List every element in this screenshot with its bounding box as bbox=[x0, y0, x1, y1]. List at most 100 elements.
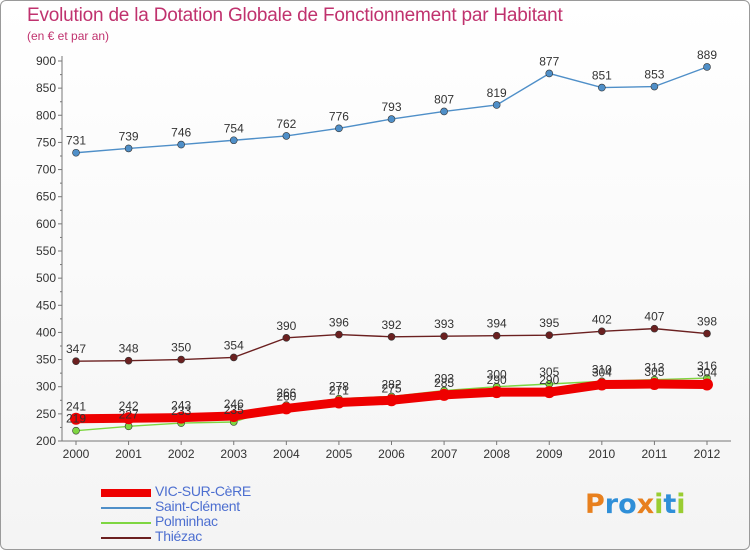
legend-swatch bbox=[101, 522, 151, 524]
data-label: 266 bbox=[276, 386, 296, 400]
data-point bbox=[598, 327, 606, 336]
data-point bbox=[280, 402, 293, 415]
y-tick-label: 500 bbox=[36, 271, 56, 285]
legend-label: Polminhac bbox=[155, 513, 218, 529]
y-tick-label: 600 bbox=[36, 217, 56, 231]
data-point bbox=[545, 69, 554, 78]
data-point bbox=[701, 378, 713, 391]
legend-swatch bbox=[101, 537, 151, 539]
data-point bbox=[70, 412, 82, 425]
data-label: 393 bbox=[434, 317, 454, 331]
data-label: 350 bbox=[171, 341, 191, 355]
data-label: 290 bbox=[487, 373, 507, 387]
data-label: 241 bbox=[66, 400, 86, 414]
data-point bbox=[229, 136, 238, 145]
x-tick-label: 2011 bbox=[642, 447, 668, 461]
y-tick-label: 450 bbox=[36, 298, 56, 312]
legend-swatch bbox=[101, 489, 151, 497]
data-label: 305 bbox=[644, 365, 664, 379]
data-label: 233 bbox=[171, 404, 191, 418]
data-label: 219 bbox=[66, 412, 86, 426]
data-point bbox=[177, 355, 185, 364]
data-point bbox=[490, 386, 503, 399]
data-point bbox=[650, 324, 659, 333]
data-point bbox=[492, 331, 501, 340]
data-point bbox=[227, 410, 240, 423]
data-point bbox=[648, 378, 661, 390]
logo-letter: x bbox=[636, 489, 655, 520]
data-label: 395 bbox=[539, 316, 559, 330]
data-point bbox=[124, 356, 133, 365]
data-point bbox=[387, 332, 396, 341]
data-label: 402 bbox=[592, 312, 612, 326]
data-label: 227 bbox=[119, 407, 139, 421]
y-tick-label: 750 bbox=[36, 135, 56, 149]
data-point bbox=[595, 378, 608, 391]
data-point bbox=[335, 330, 343, 339]
logo-letter: P bbox=[585, 489, 605, 520]
x-tick-label: 2008 bbox=[483, 447, 510, 461]
chart-subtitle: (en € et par an) bbox=[27, 29, 110, 43]
data-label: 305 bbox=[539, 365, 559, 379]
data-label: 243 bbox=[171, 399, 191, 413]
data-label: 392 bbox=[381, 318, 401, 332]
data-point bbox=[72, 426, 80, 435]
x-tick-label: 2006 bbox=[378, 447, 405, 461]
legend-swatch bbox=[101, 507, 151, 509]
x-tick-label: 2002 bbox=[168, 447, 195, 461]
data-point bbox=[385, 394, 398, 407]
data-label: 246 bbox=[224, 397, 244, 411]
data-label: 282 bbox=[381, 377, 401, 391]
data-point bbox=[72, 357, 80, 366]
data-point bbox=[332, 396, 345, 409]
data-point bbox=[703, 329, 711, 338]
data-label: 304 bbox=[592, 366, 612, 380]
x-tick-label: 2010 bbox=[588, 447, 615, 461]
data-point bbox=[229, 353, 238, 362]
data-label: 290 bbox=[539, 373, 559, 387]
data-label: 271 bbox=[329, 383, 349, 397]
data-point bbox=[72, 148, 80, 157]
data-label: 739 bbox=[119, 129, 139, 143]
data-point bbox=[122, 412, 135, 425]
x-tick-label: 2012 bbox=[694, 447, 721, 461]
data-label: 354 bbox=[224, 338, 244, 352]
data-point bbox=[440, 107, 448, 116]
x-tick-label: 2004 bbox=[273, 447, 300, 461]
data-point bbox=[175, 411, 188, 424]
data-label: 260 bbox=[276, 389, 296, 403]
x-tick-label: 2001 bbox=[115, 447, 142, 461]
legend-label: Thiézac bbox=[155, 528, 202, 544]
x-tick-label: 2009 bbox=[536, 447, 563, 461]
x-tick-label: 2000 bbox=[63, 447, 90, 461]
y-tick-label: 700 bbox=[36, 163, 56, 177]
logo-letter: i bbox=[654, 489, 664, 520]
data-point bbox=[282, 132, 291, 140]
data-point bbox=[124, 144, 133, 153]
data-point bbox=[440, 332, 448, 341]
data-label: 776 bbox=[329, 109, 349, 123]
data-point bbox=[703, 63, 711, 71]
data-point bbox=[650, 82, 659, 91]
data-point bbox=[335, 124, 343, 133]
y-tick-label: 650 bbox=[36, 190, 56, 204]
data-label: 398 bbox=[697, 315, 717, 329]
data-point bbox=[438, 388, 451, 401]
y-tick-label: 300 bbox=[36, 380, 56, 394]
data-label: 348 bbox=[119, 342, 139, 356]
data-label: 390 bbox=[276, 319, 296, 333]
data-label: 853 bbox=[644, 68, 664, 82]
x-tick-label: 2005 bbox=[326, 447, 353, 461]
data-labels: 731 739 746 754 762 776 793 807 819 877 851 853 889 2… bbox=[66, 48, 717, 426]
data-label: 407 bbox=[644, 310, 664, 324]
logo-letter: i bbox=[676, 489, 686, 520]
data-label: 731 bbox=[66, 134, 86, 148]
data-label: 877 bbox=[539, 54, 559, 68]
data-label: 746 bbox=[171, 126, 191, 140]
axes: 200 250 300 350 400 450 500 550 600 650 700 750 800 8… bbox=[36, 54, 731, 461]
data-point bbox=[598, 83, 606, 92]
line-chart: 200 250 300 350 400 450 500 550 600 650 700 750 800 8… bbox=[36, 48, 731, 461]
data-label: 242 bbox=[119, 399, 139, 413]
chart-title: Evolution de la Dotation Globale de Fonc… bbox=[27, 5, 563, 26]
y-tick-label: 850 bbox=[36, 81, 56, 95]
